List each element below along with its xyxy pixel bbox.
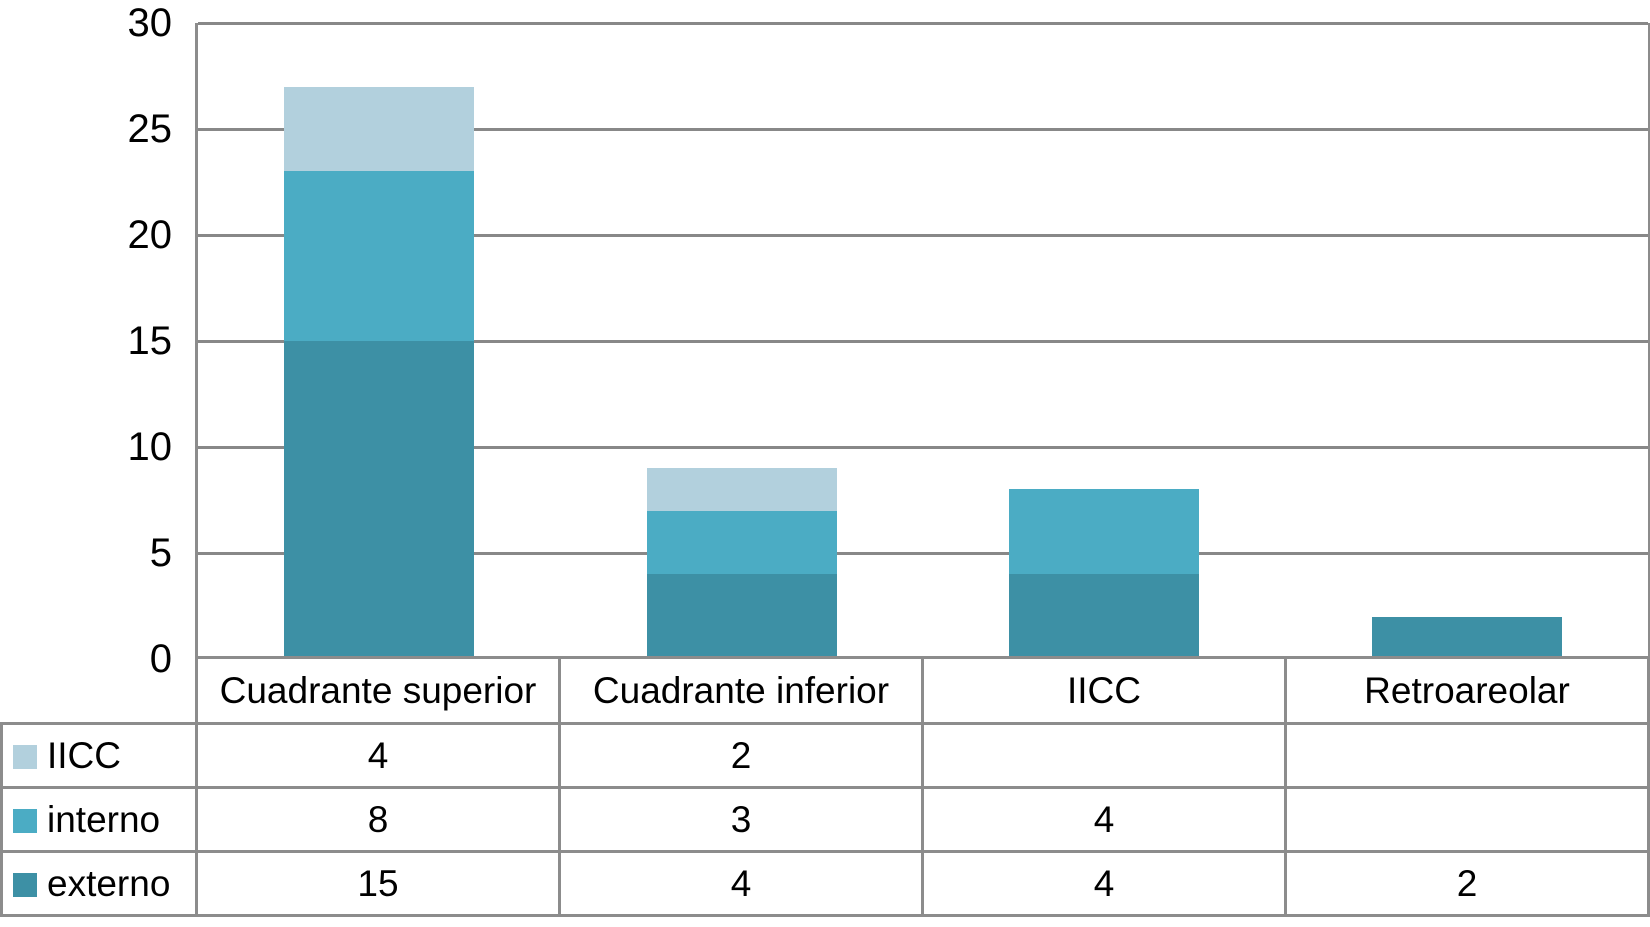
category-header: Retroareolar [1284,656,1650,725]
legend-swatch-interno [13,808,37,833]
y-tick-label: 20 [127,213,173,257]
category-header-row: Cuadrante superior Cuadrante inferior IICC… [2,656,1650,725]
table-row-iicc: IICC 4 2 [0,722,1650,789]
table-value-cell: 8 [195,786,561,853]
gridline-y-30 [198,21,1648,25]
category-header: IICC [921,656,1287,725]
gridline-y-5 [198,551,1648,555]
table-value-cell: 2 [1284,850,1650,917]
bar-segment-externo-cat4 [1371,616,1562,659]
data-table: Cuadrante superior Cuadrante inferior IICC… [0,656,1650,917]
bar-segment-interno-cat3 [1009,489,1200,575]
bar-segment-externo-cat1 [284,341,475,659]
y-tick-label: 0 [149,637,172,681]
table-value-cell: 4 [921,786,1287,853]
table-value-cell: 4 [558,850,924,917]
legend-cell-iicc: IICC [0,722,198,789]
legend-label: IICC [47,734,121,776]
table-corner-blank [2,658,197,724]
table-value-cell [1284,786,1650,853]
bar-segment-externo-cat2 [646,574,837,659]
table-value-cell: 15 [195,850,561,917]
category-header: Cuadrante superior [195,656,561,725]
gridline-y-25 [198,127,1648,131]
gridline-y-20 [198,233,1648,237]
table-row-interno: interno 8 3 4 [0,786,1650,853]
table-value-cell: 4 [195,722,561,789]
y-axis-tick-labels: 0 5 10 15 20 25 30 [0,1,173,681]
y-tick-label: 25 [127,107,173,151]
table-value-cell: 2 [558,722,924,789]
table-value-cell [1284,722,1650,789]
table-value-cell: 4 [921,850,1287,917]
plot-area [195,21,1650,659]
table-value-cell [921,722,1287,789]
legend-cell-interno: interno [0,786,198,853]
bar-segment-interno-cat2 [646,510,837,575]
y-tick-label: 30 [127,1,173,45]
bar-segment-iicc-cat1 [284,86,475,172]
gridline-y-10 [198,445,1648,449]
legend-label: interno [47,798,161,840]
table-row-externo: externo 15 4 4 2 [0,850,1650,917]
legend-label: externo [47,862,171,904]
table-value-cell: 3 [558,786,924,853]
y-tick-label: 15 [127,319,173,363]
bar-segment-externo-cat3 [1009,574,1200,659]
bar-segment-iicc-cat2 [646,468,837,511]
y-tick-label: 10 [127,425,173,469]
legend-swatch-iicc [13,744,37,769]
bar-segment-interno-cat1 [284,171,475,341]
legend-cell-externo: externo [0,850,198,917]
legend-swatch-externo [13,872,37,897]
category-header: Cuadrante inferior [558,656,924,725]
gridline-y-15 [198,339,1648,343]
y-tick-label: 5 [149,531,172,575]
